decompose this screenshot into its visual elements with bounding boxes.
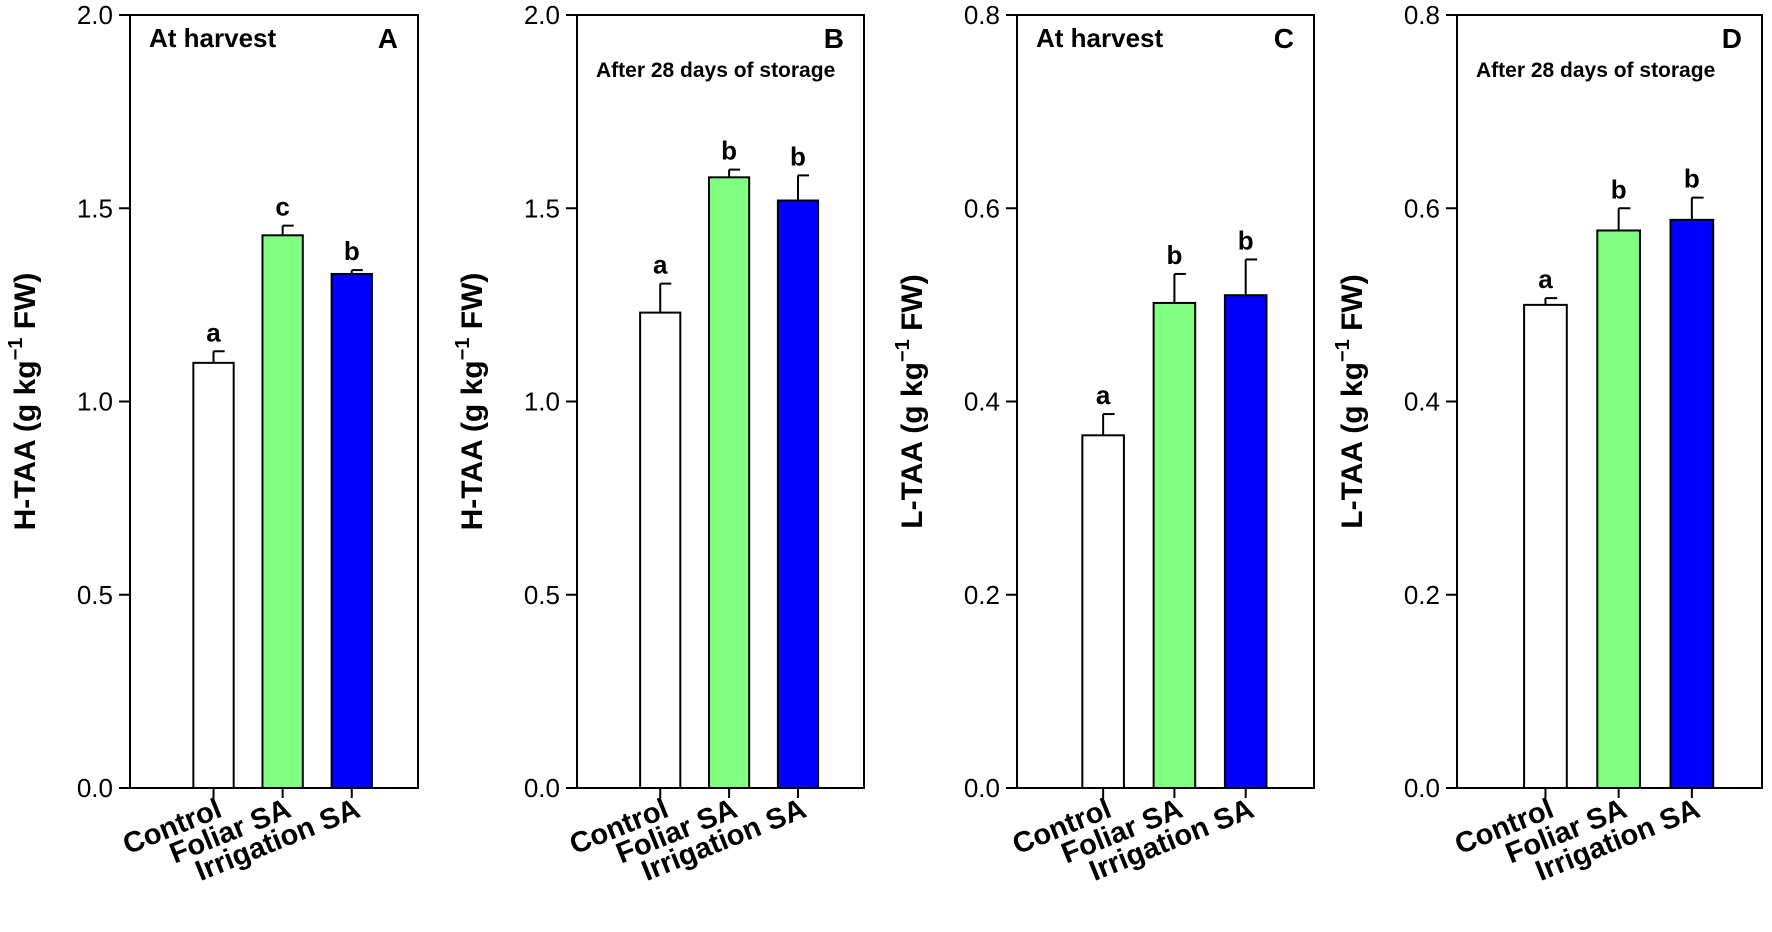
bar-control bbox=[192, 361, 235, 789]
panel-letter: B bbox=[824, 23, 844, 54]
y-axis-label-main: L-TAA (g kg bbox=[896, 362, 929, 529]
panel-d: 0.0 0.2 0.4 0.6 0.8 L-TAA (g kg−1 FW) After 28… bbox=[1332, 0, 1763, 888]
y-tick-label: 1.0 bbox=[524, 387, 560, 417]
y-tick-label: 2.0 bbox=[524, 0, 560, 30]
panel-a: 0.0 0.5 1.0 1.5 2.0 H-TAA (g kg−1 FW) At harve… bbox=[5, 0, 419, 888]
panel-title: At harvest bbox=[1036, 23, 1163, 53]
bar-foliar-sa bbox=[1596, 229, 1642, 789]
significance-letter: b bbox=[1166, 240, 1182, 270]
y-axis-label-superscript: −1 bbox=[892, 339, 914, 362]
y-tick-label: 1.5 bbox=[77, 193, 113, 223]
y-tick-label: 0.6 bbox=[1404, 193, 1440, 223]
y-tick-label: 1.0 bbox=[77, 387, 113, 417]
y-axis-label: L-TAA (g kg−1 FW) bbox=[1332, 274, 1369, 528]
significance-letter: b bbox=[1238, 225, 1254, 255]
y-tick-label: 0.4 bbox=[1404, 387, 1440, 417]
significance-letter: a bbox=[653, 250, 668, 280]
significance-letter: b bbox=[790, 141, 806, 171]
y-axis-label: H-TAA (g kg−1 FW) bbox=[452, 273, 489, 531]
y-axis-label-main: H-TAA (g kg bbox=[456, 360, 489, 530]
y-tick-label: 0.0 bbox=[1404, 773, 1440, 803]
significance-letter: c bbox=[275, 192, 289, 222]
y-axis-label-superscript: −1 bbox=[5, 338, 27, 361]
panel-title: After 28 days of storage bbox=[596, 59, 835, 82]
significance-letter: b bbox=[1684, 164, 1700, 194]
significance-letter: b bbox=[721, 136, 737, 166]
significance-letter: b bbox=[1611, 174, 1627, 204]
y-tick-label: 0.8 bbox=[964, 0, 1000, 30]
bar-foliar-sa bbox=[261, 234, 304, 789]
y-tick-label: 0.2 bbox=[1404, 580, 1440, 610]
y-tick-label: 0.5 bbox=[524, 580, 560, 610]
y-tick-label: 0.4 bbox=[964, 387, 1000, 417]
y-axis-label: L-TAA (g kg−1 FW) bbox=[892, 274, 929, 528]
y-tick-label: 0.8 bbox=[1404, 0, 1440, 30]
y-axis-label-unit: FW) bbox=[896, 274, 929, 339]
y-axis-label-main: H-TAA (g kg bbox=[9, 360, 42, 530]
y-tick-label: 0.0 bbox=[77, 773, 113, 803]
bar-control bbox=[1523, 303, 1568, 789]
y-axis-label-unit: FW) bbox=[456, 273, 489, 338]
bar-irrigation-sa bbox=[1669, 218, 1715, 790]
y-tick-label: 0.2 bbox=[964, 580, 1000, 610]
y-axis-label-superscript: −1 bbox=[452, 338, 474, 361]
bar-foliar-sa bbox=[1152, 301, 1197, 789]
panel-title: At harvest bbox=[149, 23, 276, 53]
panel-letter: C bbox=[1274, 23, 1294, 54]
y-tick-label: 2.0 bbox=[77, 0, 113, 30]
bar-control bbox=[639, 311, 682, 789]
panel-b: 0.0 0.5 1.0 1.5 2.0 H-TAA (g kg−1 FW) After 28… bbox=[452, 0, 865, 888]
y-tick-label: 0.6 bbox=[964, 193, 1000, 223]
y-tick-label: 0.0 bbox=[524, 773, 560, 803]
bar-irrigation-sa bbox=[1223, 294, 1268, 789]
y-axis-label-unit: FW) bbox=[9, 273, 42, 338]
y-tick-label: 1.5 bbox=[524, 193, 560, 223]
y-axis-label-main: L-TAA (g kg bbox=[1336, 362, 1369, 529]
panel-letter: D bbox=[1722, 23, 1742, 54]
panel-letter: A bbox=[378, 23, 398, 54]
bar-irrigation-sa bbox=[776, 199, 820, 789]
bar-irrigation-sa bbox=[330, 272, 373, 789]
significance-letter: a bbox=[1538, 264, 1553, 294]
significance-letter: a bbox=[206, 317, 221, 347]
y-axis-label: H-TAA (g kg−1 FW) bbox=[5, 273, 42, 531]
y-tick-label: 0.0 bbox=[964, 773, 1000, 803]
y-axis-label-unit: FW) bbox=[1336, 274, 1369, 339]
y-axis-label-superscript: −1 bbox=[1332, 339, 1354, 362]
panel-c: 0.0 0.2 0.4 0.6 0.8 L-TAA (g kg−1 FW) At harve… bbox=[892, 0, 1315, 888]
panel-title: After 28 days of storage bbox=[1476, 59, 1715, 82]
y-tick-label: 0.5 bbox=[77, 580, 113, 610]
significance-letter: a bbox=[1096, 380, 1111, 410]
bar-foliar-sa bbox=[708, 176, 751, 789]
significance-letter: b bbox=[344, 236, 360, 266]
bar-control bbox=[1081, 434, 1125, 789]
